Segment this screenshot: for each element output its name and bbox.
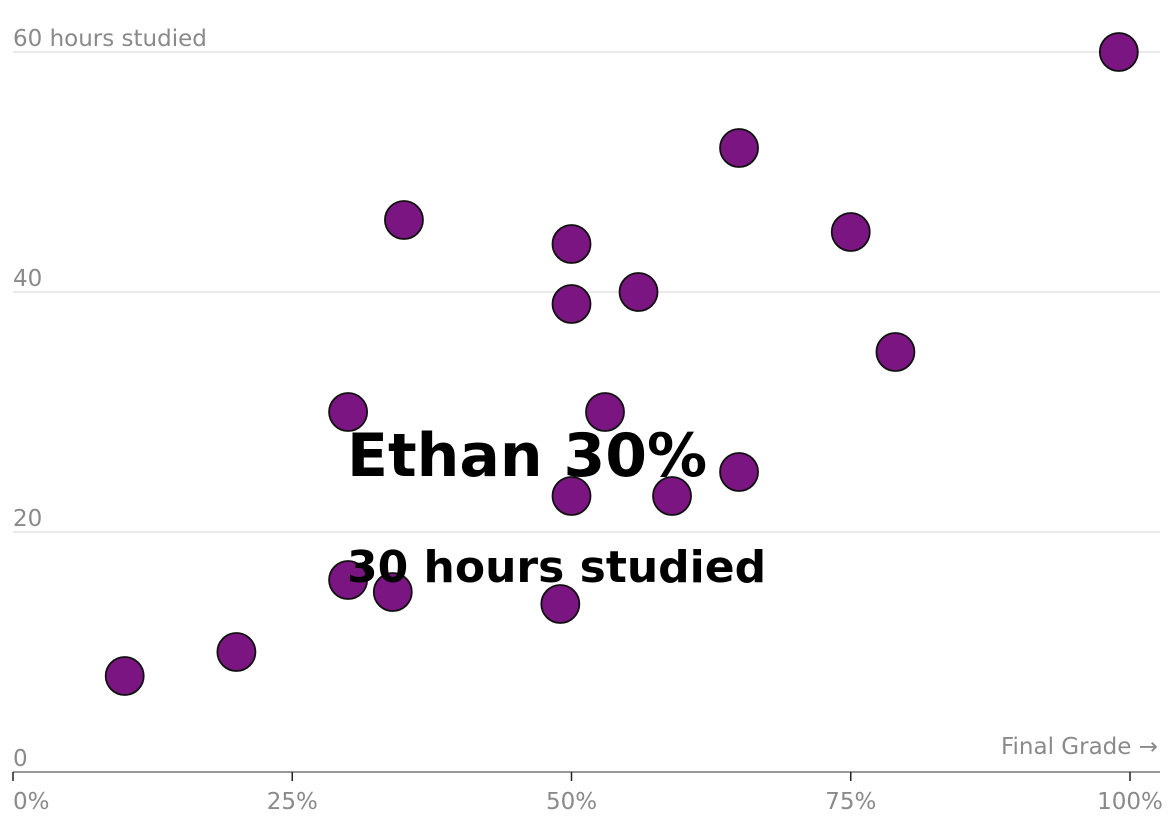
x-tick-label: 0%: [13, 789, 50, 815]
annotation-value-line: 30 hours studied: [347, 542, 766, 593]
x-tick-label: 100%: [1097, 789, 1163, 815]
data-point[interactable]: [618, 272, 659, 312]
data-points: [104, 32, 1139, 696]
data-point[interactable]: [104, 656, 145, 696]
data-point[interactable]: [1098, 32, 1139, 72]
data-point[interactable]: [830, 212, 871, 252]
data-point[interactable]: [652, 476, 692, 516]
data-point[interactable]: [384, 200, 424, 240]
y-axis-labels: 0 20 40 60 hours studied: [13, 26, 207, 772]
annotation-name-line: Ethan 30%: [347, 421, 707, 491]
data-point[interactable]: [551, 476, 592, 516]
data-point[interactable]: [551, 224, 592, 264]
y-tick-label: 40: [13, 266, 42, 292]
y-tick-label: 20: [13, 506, 42, 532]
x-tick-label: 25%: [267, 789, 318, 815]
hover-annotation: Ethan 30% 30 hours studied: [347, 421, 766, 593]
x-axis-label: Final Grade →: [1001, 734, 1158, 760]
data-point[interactable]: [216, 632, 257, 672]
y-tick-label: 0: [13, 746, 28, 772]
data-point[interactable]: [328, 392, 369, 432]
data-point[interactable]: [328, 560, 369, 600]
data-point[interactable]: [719, 128, 759, 168]
x-tick-label: 50%: [546, 789, 597, 815]
data-point[interactable]: [372, 572, 413, 612]
data-point[interactable]: [585, 392, 625, 432]
x-tick-label: 75%: [825, 789, 876, 815]
x-axis: 0% 25% 50% 75% 100% Final Grade →: [12, 734, 1163, 815]
data-point[interactable]: [551, 284, 592, 324]
data-point[interactable]: [719, 452, 759, 492]
y-tick-label: 60 hours studied: [13, 26, 207, 52]
data-point[interactable]: [540, 584, 581, 624]
data-point[interactable]: [875, 332, 916, 372]
